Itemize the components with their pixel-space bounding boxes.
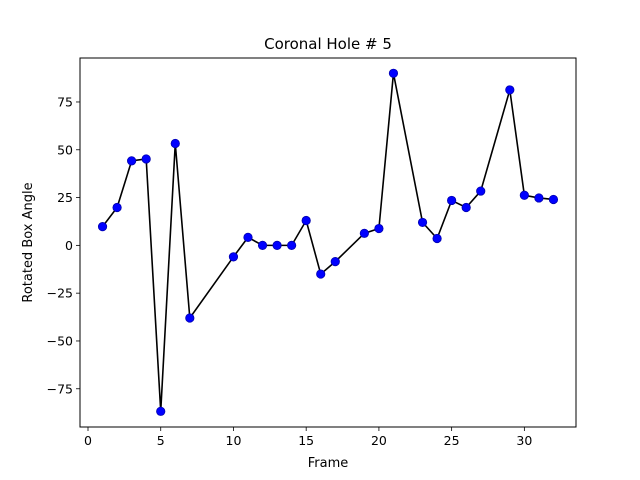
- x-tick-label: 10: [226, 433, 242, 448]
- data-point: [476, 186, 486, 196]
- x-tick-label: 0: [84, 433, 92, 448]
- chart-title: Coronal Hole # 5: [264, 35, 392, 53]
- x-tick-label: 25: [444, 433, 460, 448]
- y-axis: −75 −50 −25 0 25 50 75: [47, 94, 80, 396]
- series-line: [101, 73, 554, 412]
- data-point: [432, 233, 442, 244]
- data-point: [170, 138, 180, 149]
- data-point: [243, 232, 253, 242]
- y-axis-label: Rotated Box Angle: [21, 182, 36, 302]
- y-tick-label: 75: [57, 94, 73, 109]
- x-tick-label: 20: [371, 433, 387, 448]
- data-point: [156, 406, 166, 416]
- data-point: [301, 215, 311, 226]
- data-point: [272, 240, 282, 250]
- data-point: [359, 228, 369, 238]
- x-axis: 0 5 10 15 20 25 30: [84, 427, 532, 448]
- data-point: [287, 240, 297, 250]
- data-point: [548, 194, 559, 205]
- data-point: [185, 313, 195, 323]
- data-point: [461, 202, 471, 213]
- x-tick-label: 15: [298, 433, 314, 448]
- data-point: [127, 156, 137, 166]
- y-tick-label: −75: [47, 381, 73, 396]
- plot-area: [97, 68, 559, 416]
- plot-frame: [79, 57, 577, 428]
- data-point: [112, 202, 122, 213]
- data-point: [141, 154, 151, 164]
- y-tick-label: −25: [47, 286, 73, 301]
- data-point: [388, 68, 399, 78]
- y-tick-label: 50: [57, 142, 73, 157]
- y-tick-label: 25: [57, 190, 73, 205]
- data-point: [228, 252, 239, 262]
- y-tick-label: 0: [65, 238, 73, 253]
- x-axis-label: Frame: [308, 456, 349, 471]
- data-point: [447, 195, 457, 206]
- x-tick-label: 30: [516, 433, 532, 448]
- data-point: [316, 269, 326, 279]
- data-point: [417, 217, 428, 228]
- data-point: [330, 257, 340, 267]
- data-point: [97, 222, 108, 232]
- data-point: [534, 193, 544, 203]
- data-point: [519, 190, 529, 200]
- y-tick-label: −50: [47, 333, 73, 348]
- data-point: [374, 223, 384, 234]
- data-point: [257, 240, 268, 250]
- x-tick-label: 5: [157, 433, 165, 448]
- data-point: [505, 85, 515, 95]
